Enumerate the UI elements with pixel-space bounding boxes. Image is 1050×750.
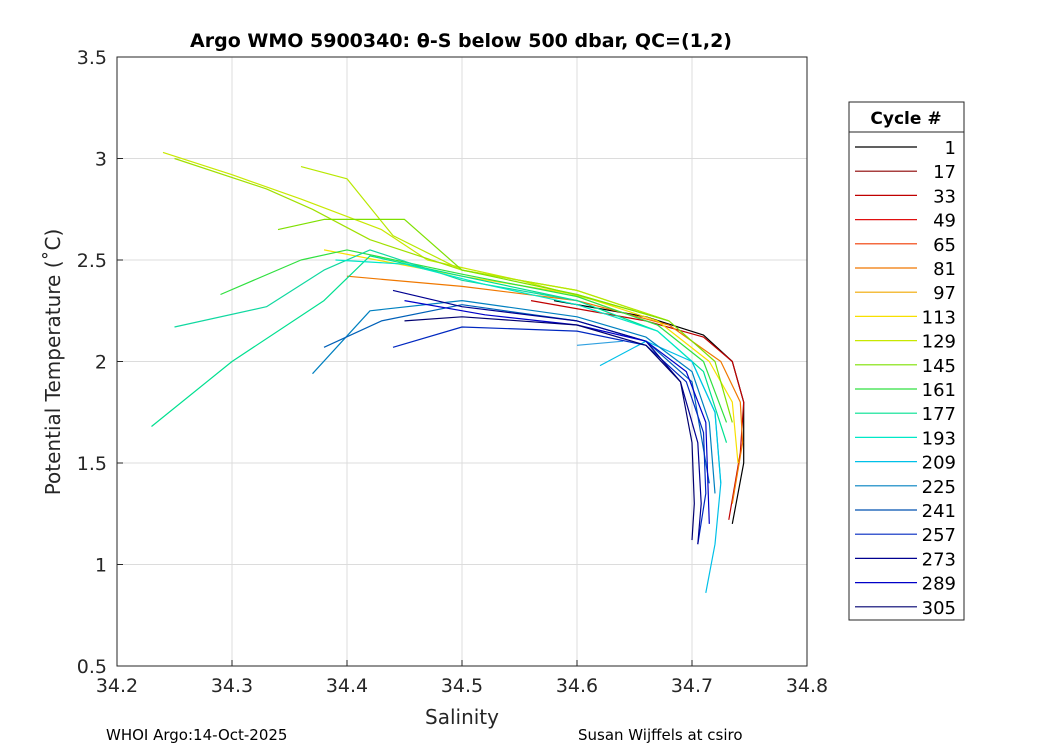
legend-entry-label: 305 (922, 598, 956, 619)
legend-entry-label: 161 (922, 380, 956, 401)
x-tick-label: 34.7 (671, 675, 713, 697)
x-tick-label: 34.2 (96, 675, 138, 697)
series-line (392, 289, 702, 545)
legend: Cycle # 1 17 33 49 65 81 97 113 129 145 161 177 193 2… (848, 101, 965, 621)
legend-entry-label: 129 (922, 332, 956, 353)
series-line (404, 316, 695, 541)
y-tick-label: 1 (95, 555, 107, 577)
x-tick-label: 34.4 (326, 675, 368, 697)
series-line (404, 300, 710, 524)
legend-entry-label: 65 (933, 235, 956, 256)
legend-entry-label: 257 (922, 525, 956, 546)
x-tick-label: 34.3 (211, 675, 253, 697)
y-axis-label: Potential Temperature (˚C) (41, 229, 65, 496)
legend-entry-label: 289 (922, 574, 956, 595)
y-tick-label: 0.5 (77, 656, 107, 678)
footer-credit-left: WHOI Argo:14-Oct-2025 (106, 726, 288, 744)
legend-entry-label: 49 (933, 211, 956, 232)
legend-entry-label: 17 (933, 162, 956, 183)
x-tick-label: 34.5 (441, 675, 483, 697)
footer-credit-right: Susan Wijffels at csiro (578, 726, 743, 744)
legend-entry-label: 81 (933, 259, 956, 280)
series-line (576, 340, 624, 346)
x-axis-label: Salinity (425, 705, 499, 729)
series-line (300, 166, 670, 322)
series-line (277, 218, 733, 423)
legend-entry-label: 1 (945, 138, 956, 159)
legend-entry-label: 241 (922, 501, 956, 522)
y-tick-label: 2 (95, 352, 107, 374)
legend-entry-label: 209 (922, 453, 956, 474)
legend-entry-label: 193 (922, 428, 956, 449)
y-tick-label: 3.5 (77, 47, 107, 69)
legend-entry-label: 273 (922, 549, 956, 570)
x-tick-label: 34.6 (556, 675, 598, 697)
legend-title: Cycle # (870, 109, 941, 129)
y-tick-label: 1.5 (77, 453, 107, 475)
series-layer (151, 151, 745, 594)
y-tick-label: 2.5 (77, 250, 107, 272)
legend-entry-label: 33 (933, 186, 956, 207)
series-line (220, 249, 728, 423)
series-line (392, 326, 707, 545)
series-line (312, 300, 716, 494)
chart-title: Argo WMO 5900340: θ-S below 500 dbar, QC… (190, 30, 732, 52)
legend-entry-label: 97 (933, 283, 956, 304)
legend-entry-label: 145 (922, 356, 956, 377)
axes: 34.2 34.3 34.4 34.5 34.6 34.7 34.8 0.5 1 1.5 2 2.5 3… (77, 47, 828, 697)
legend-entry-label: 177 (922, 404, 956, 425)
legend-entry-label: 225 (922, 477, 956, 498)
legend-entry-label: 113 (922, 307, 956, 328)
y-tick-label: 3 (95, 149, 107, 171)
x-tick-label: 34.8 (786, 675, 828, 697)
